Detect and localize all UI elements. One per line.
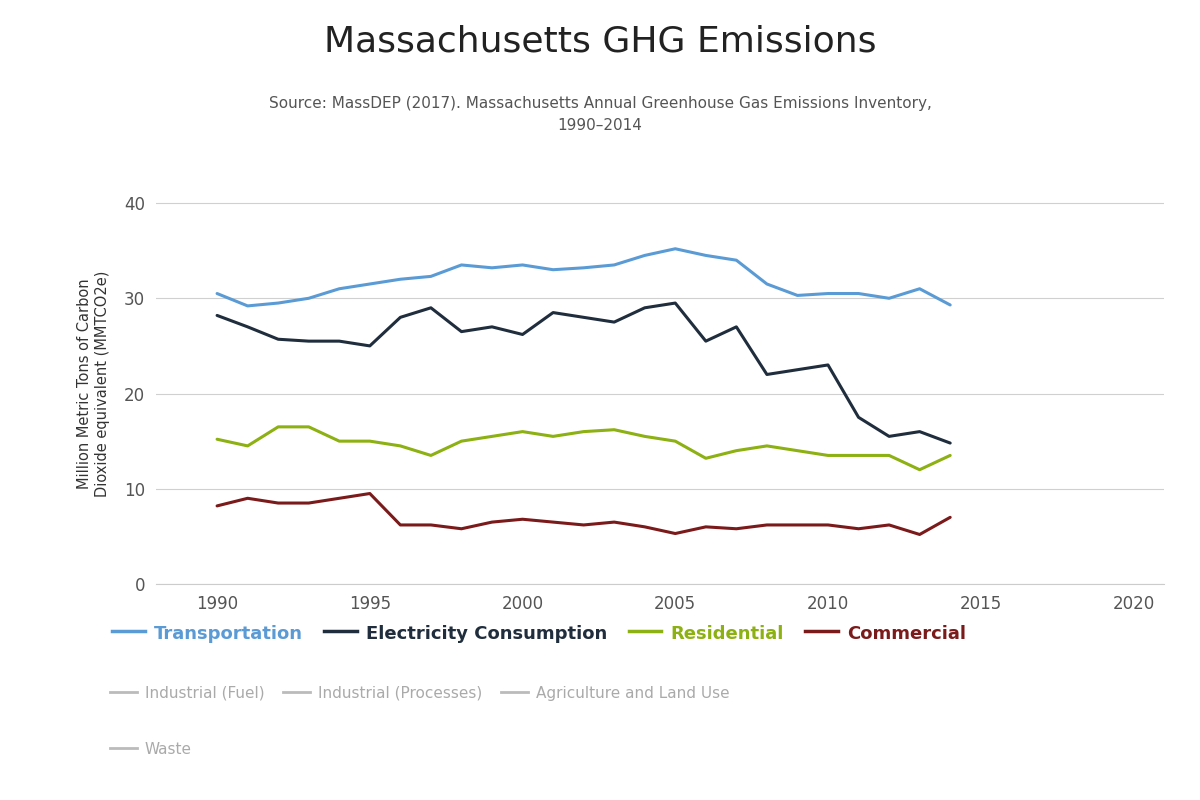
Legend: Waste: Waste: [103, 736, 198, 763]
Y-axis label: Million Metric Tons of Carbon
Dioxide equivalent (MMTCO2e): Million Metric Tons of Carbon Dioxide eq…: [78, 271, 110, 497]
Text: Massachusetts GHG Emissions: Massachusetts GHG Emissions: [324, 24, 876, 58]
Legend: Industrial (Fuel), Industrial (Processes), Agriculture and Land Use: Industrial (Fuel), Industrial (Processes…: [103, 680, 736, 707]
Legend: Transportation, Electricity Consumption, Residential, Commercial: Transportation, Electricity Consumption,…: [106, 617, 973, 650]
Text: Source: MassDEP (2017). Massachusetts Annual Greenhouse Gas Emissions Inventory,: Source: MassDEP (2017). Massachusetts An…: [269, 96, 931, 134]
